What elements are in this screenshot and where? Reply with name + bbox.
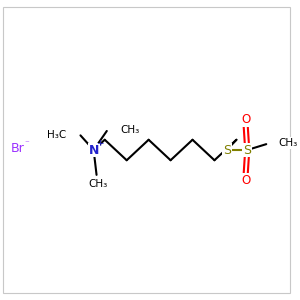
Text: S: S (243, 143, 251, 157)
Text: N: N (88, 143, 99, 157)
Text: CH₃: CH₃ (278, 138, 298, 148)
FancyBboxPatch shape (3, 7, 290, 293)
Text: CH₃: CH₃ (121, 125, 140, 135)
Text: Br: Br (11, 142, 24, 155)
Text: H₃C: H₃C (47, 130, 66, 140)
Text: CH₃: CH₃ (88, 178, 108, 189)
Text: S: S (223, 143, 231, 157)
Text: +: + (96, 139, 104, 148)
Text: O: O (241, 174, 250, 187)
Text: O: O (241, 113, 250, 126)
Text: ⁻: ⁻ (24, 139, 29, 148)
